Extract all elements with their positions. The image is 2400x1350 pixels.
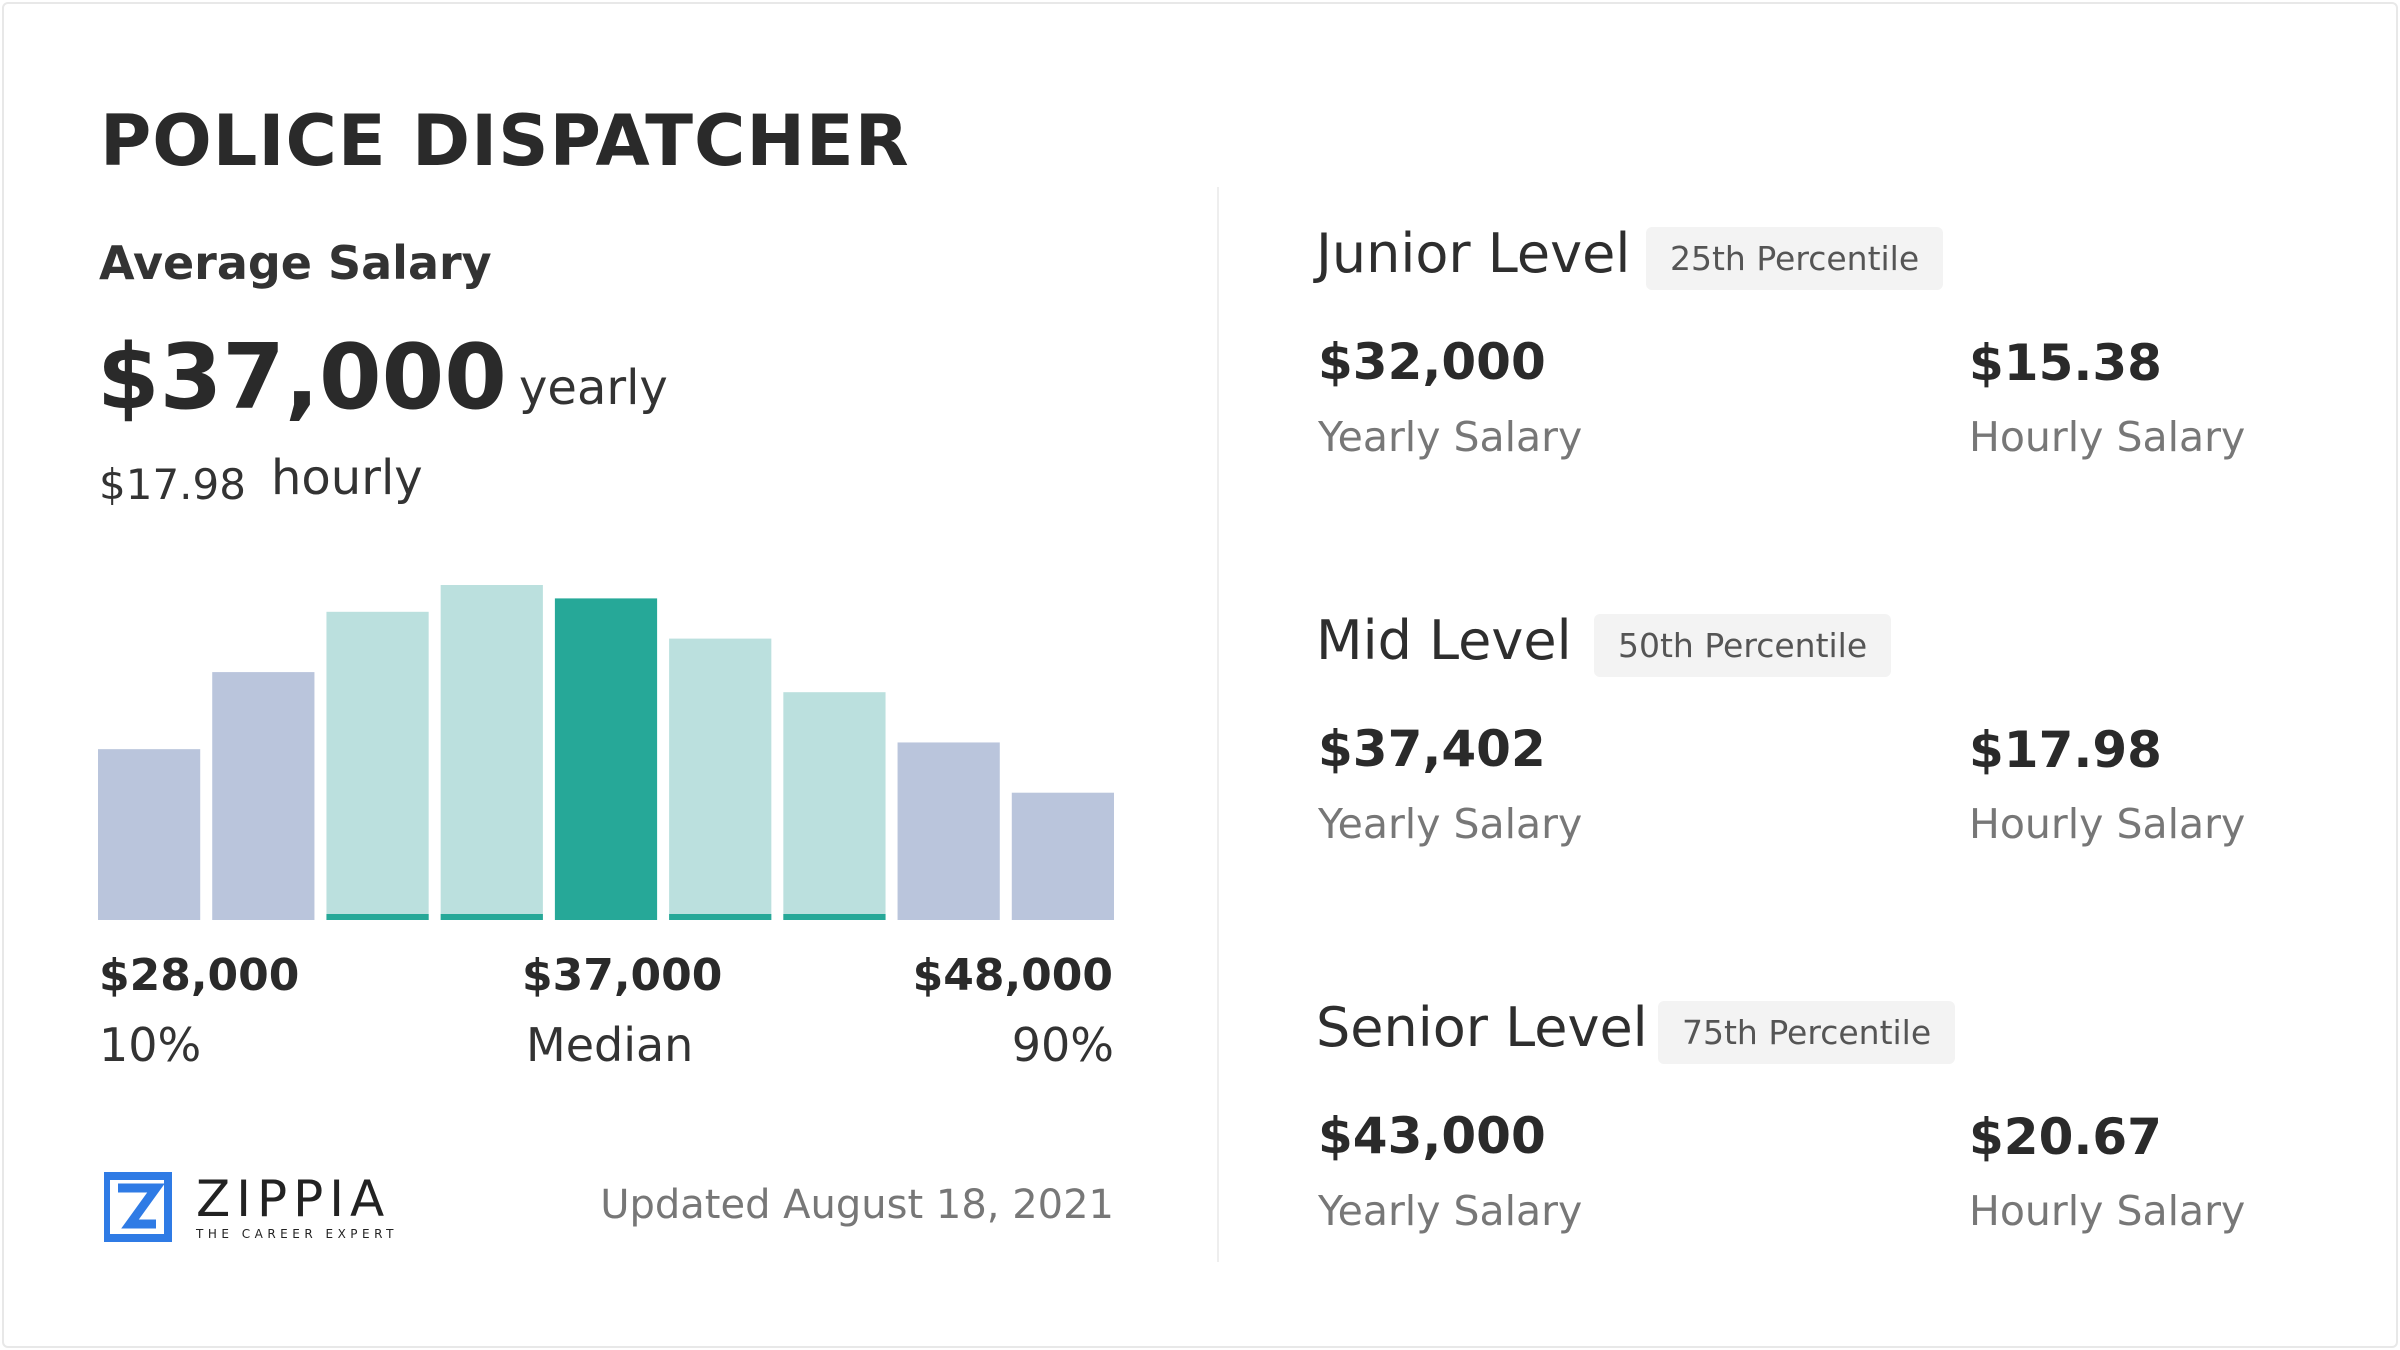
- yearly-salary-label-senior: Yearly Salary: [1318, 1187, 1583, 1235]
- percentile-badge-senior: 75th Percentile: [1658, 1001, 1956, 1064]
- yearly-word: yearly: [519, 360, 668, 416]
- yearly-salary-senior: $43,000: [1318, 1107, 1546, 1165]
- histogram-bar: [440, 585, 543, 920]
- histogram-bar: [554, 598, 658, 920]
- hourly-salary-label-mid: Hourly Salary: [1969, 800, 2246, 848]
- label-90th-caption: 90%: [1011, 1018, 1114, 1072]
- yearly-salary-label-junior: Yearly Salary: [1318, 413, 1583, 461]
- average-salary-label: Average Salary: [99, 236, 492, 290]
- histogram-bar: [783, 692, 886, 920]
- logo-tagline: THE CAREER EXPERT: [195, 1227, 398, 1241]
- average-hourly-value: $17.98: [99, 460, 246, 509]
- hourly-word: hourly: [271, 450, 423, 506]
- level-title-senior: Senior Level: [1316, 996, 1648, 1059]
- zippia-logo[interactable]: ZIPPIA THE CAREER EXPERT: [102, 1170, 404, 1248]
- label-10th-caption: 10%: [99, 1018, 202, 1072]
- bar-underline: [783, 914, 886, 920]
- hourly-salary-junior: $15.38: [1969, 334, 2162, 392]
- salary-distribution-chart: [98, 585, 1114, 920]
- label-median-value: $37,000: [522, 950, 723, 1001]
- hourly-salary-label-junior: Hourly Salary: [1969, 413, 2246, 461]
- average-yearly-value: $37,000: [97, 325, 507, 430]
- hourly-salary-label-senior: Hourly Salary: [1969, 1187, 2246, 1235]
- label-10th-value: $28,000: [99, 950, 300, 1001]
- label-90th-value: $48,000: [912, 950, 1113, 1001]
- hourly-salary-senior: $20.67: [1969, 1108, 2162, 1166]
- percentile-badge-junior: 25th Percentile: [1646, 227, 1944, 290]
- bar-underline: [669, 914, 772, 920]
- logo-wordmark: ZIPPIA: [196, 1172, 390, 1228]
- bar-underline: [440, 914, 543, 920]
- histogram-bar: [897, 742, 1000, 920]
- hourly-salary-mid: $17.98: [1969, 721, 2162, 779]
- yearly-salary-mid: $37,402: [1318, 720, 1546, 778]
- yearly-salary-label-mid: Yearly Salary: [1318, 800, 1583, 848]
- level-title-mid: Mid Level: [1316, 609, 1572, 672]
- yearly-salary-junior: $32,000: [1318, 333, 1546, 391]
- label-median-caption: Median: [526, 1018, 694, 1072]
- histogram-bar: [669, 638, 772, 920]
- vertical-divider: [1217, 187, 1219, 1262]
- histogram-bar: [326, 611, 429, 920]
- level-title-junior: Junior Level: [1316, 222, 1631, 285]
- histogram-bar: [98, 749, 201, 920]
- percentile-badge-mid: 50th Percentile: [1594, 614, 1892, 677]
- histogram-bar: [1011, 792, 1114, 920]
- histogram-bar: [212, 672, 315, 920]
- page-title: POLICE DISPATCHER: [100, 100, 910, 182]
- updated-date: Updated August 18, 2021: [600, 1182, 1114, 1228]
- bar-underline: [326, 914, 429, 920]
- zippia-z-icon: ZIPPIA THE CAREER EXPERT: [102, 1170, 398, 1242]
